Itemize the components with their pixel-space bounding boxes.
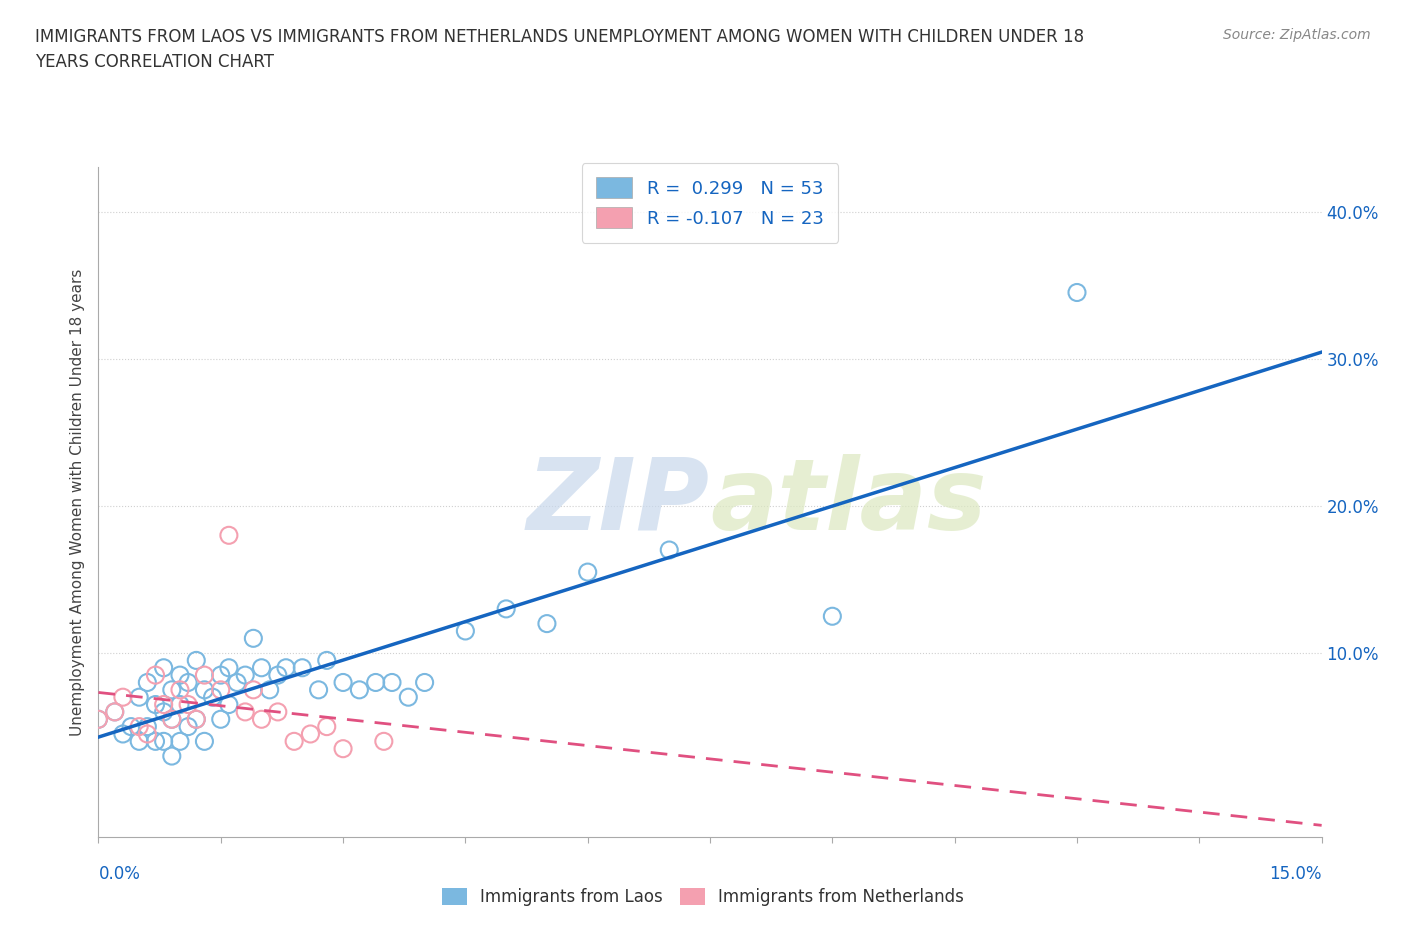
Point bbox=[536, 617, 558, 631]
Point bbox=[242, 631, 264, 645]
Point bbox=[495, 602, 517, 617]
Point bbox=[821, 609, 844, 624]
Point bbox=[145, 668, 167, 683]
Point bbox=[349, 683, 371, 698]
Y-axis label: Unemployment Among Women with Children Under 18 years: Unemployment Among Women with Children U… bbox=[70, 269, 86, 736]
Point bbox=[145, 734, 167, 749]
Point bbox=[128, 690, 150, 705]
Legend: Immigrants from Laos, Immigrants from Netherlands: Immigrants from Laos, Immigrants from Ne… bbox=[436, 881, 970, 912]
Point bbox=[209, 683, 232, 698]
Legend: R =  0.299   N = 53, R = -0.107   N = 23: R = 0.299 N = 53, R = -0.107 N = 23 bbox=[582, 163, 838, 243]
Point bbox=[160, 711, 183, 726]
Point bbox=[152, 698, 174, 712]
Point bbox=[233, 704, 256, 719]
Point bbox=[136, 719, 159, 734]
Point bbox=[177, 719, 200, 734]
Point bbox=[209, 711, 232, 726]
Point bbox=[308, 683, 330, 698]
Point bbox=[332, 741, 354, 756]
Point bbox=[177, 675, 200, 690]
Text: Source: ZipAtlas.com: Source: ZipAtlas.com bbox=[1223, 28, 1371, 42]
Point bbox=[274, 660, 297, 675]
Point bbox=[160, 683, 183, 698]
Point bbox=[364, 675, 387, 690]
Point bbox=[218, 698, 240, 712]
Point bbox=[152, 734, 174, 749]
Point bbox=[160, 749, 183, 764]
Point bbox=[177, 698, 200, 712]
Point bbox=[193, 668, 215, 683]
Point bbox=[104, 704, 127, 719]
Point bbox=[111, 726, 134, 741]
Point bbox=[658, 542, 681, 557]
Text: 15.0%: 15.0% bbox=[1270, 865, 1322, 883]
Point bbox=[315, 653, 337, 668]
Point bbox=[259, 683, 281, 698]
Point bbox=[396, 690, 419, 705]
Point bbox=[104, 704, 127, 719]
Point bbox=[454, 623, 477, 638]
Text: 0.0%: 0.0% bbox=[98, 865, 141, 883]
Text: atlas: atlas bbox=[710, 454, 987, 551]
Point bbox=[145, 698, 167, 712]
Point bbox=[169, 668, 191, 683]
Point bbox=[242, 683, 264, 698]
Point bbox=[111, 690, 134, 705]
Point bbox=[128, 734, 150, 749]
Point bbox=[169, 734, 191, 749]
Point bbox=[218, 528, 240, 543]
Point bbox=[267, 704, 290, 719]
Point bbox=[87, 711, 110, 726]
Point bbox=[413, 675, 436, 690]
Point bbox=[186, 711, 208, 726]
Point bbox=[87, 711, 110, 726]
Point bbox=[299, 726, 322, 741]
Point bbox=[226, 675, 249, 690]
Point bbox=[250, 711, 273, 726]
Point bbox=[1066, 286, 1088, 300]
Point bbox=[332, 675, 354, 690]
Point bbox=[209, 668, 232, 683]
Point bbox=[381, 675, 404, 690]
Point bbox=[152, 704, 174, 719]
Point bbox=[283, 734, 305, 749]
Point bbox=[169, 698, 191, 712]
Point bbox=[291, 660, 314, 675]
Point bbox=[193, 734, 215, 749]
Point bbox=[169, 683, 191, 698]
Point bbox=[136, 675, 159, 690]
Point bbox=[201, 690, 224, 705]
Point bbox=[267, 668, 290, 683]
Point bbox=[160, 711, 183, 726]
Point bbox=[193, 683, 215, 698]
Point bbox=[315, 719, 337, 734]
Point bbox=[218, 660, 240, 675]
Point bbox=[128, 719, 150, 734]
Point bbox=[136, 726, 159, 741]
Point bbox=[152, 660, 174, 675]
Point bbox=[186, 711, 208, 726]
Point bbox=[373, 734, 395, 749]
Text: ZIP: ZIP bbox=[527, 454, 710, 551]
Point bbox=[250, 660, 273, 675]
Point bbox=[120, 719, 142, 734]
Text: IMMIGRANTS FROM LAOS VS IMMIGRANTS FROM NETHERLANDS UNEMPLOYMENT AMONG WOMEN WIT: IMMIGRANTS FROM LAOS VS IMMIGRANTS FROM … bbox=[35, 28, 1084, 71]
Point bbox=[233, 668, 256, 683]
Point bbox=[186, 653, 208, 668]
Point bbox=[576, 565, 599, 579]
